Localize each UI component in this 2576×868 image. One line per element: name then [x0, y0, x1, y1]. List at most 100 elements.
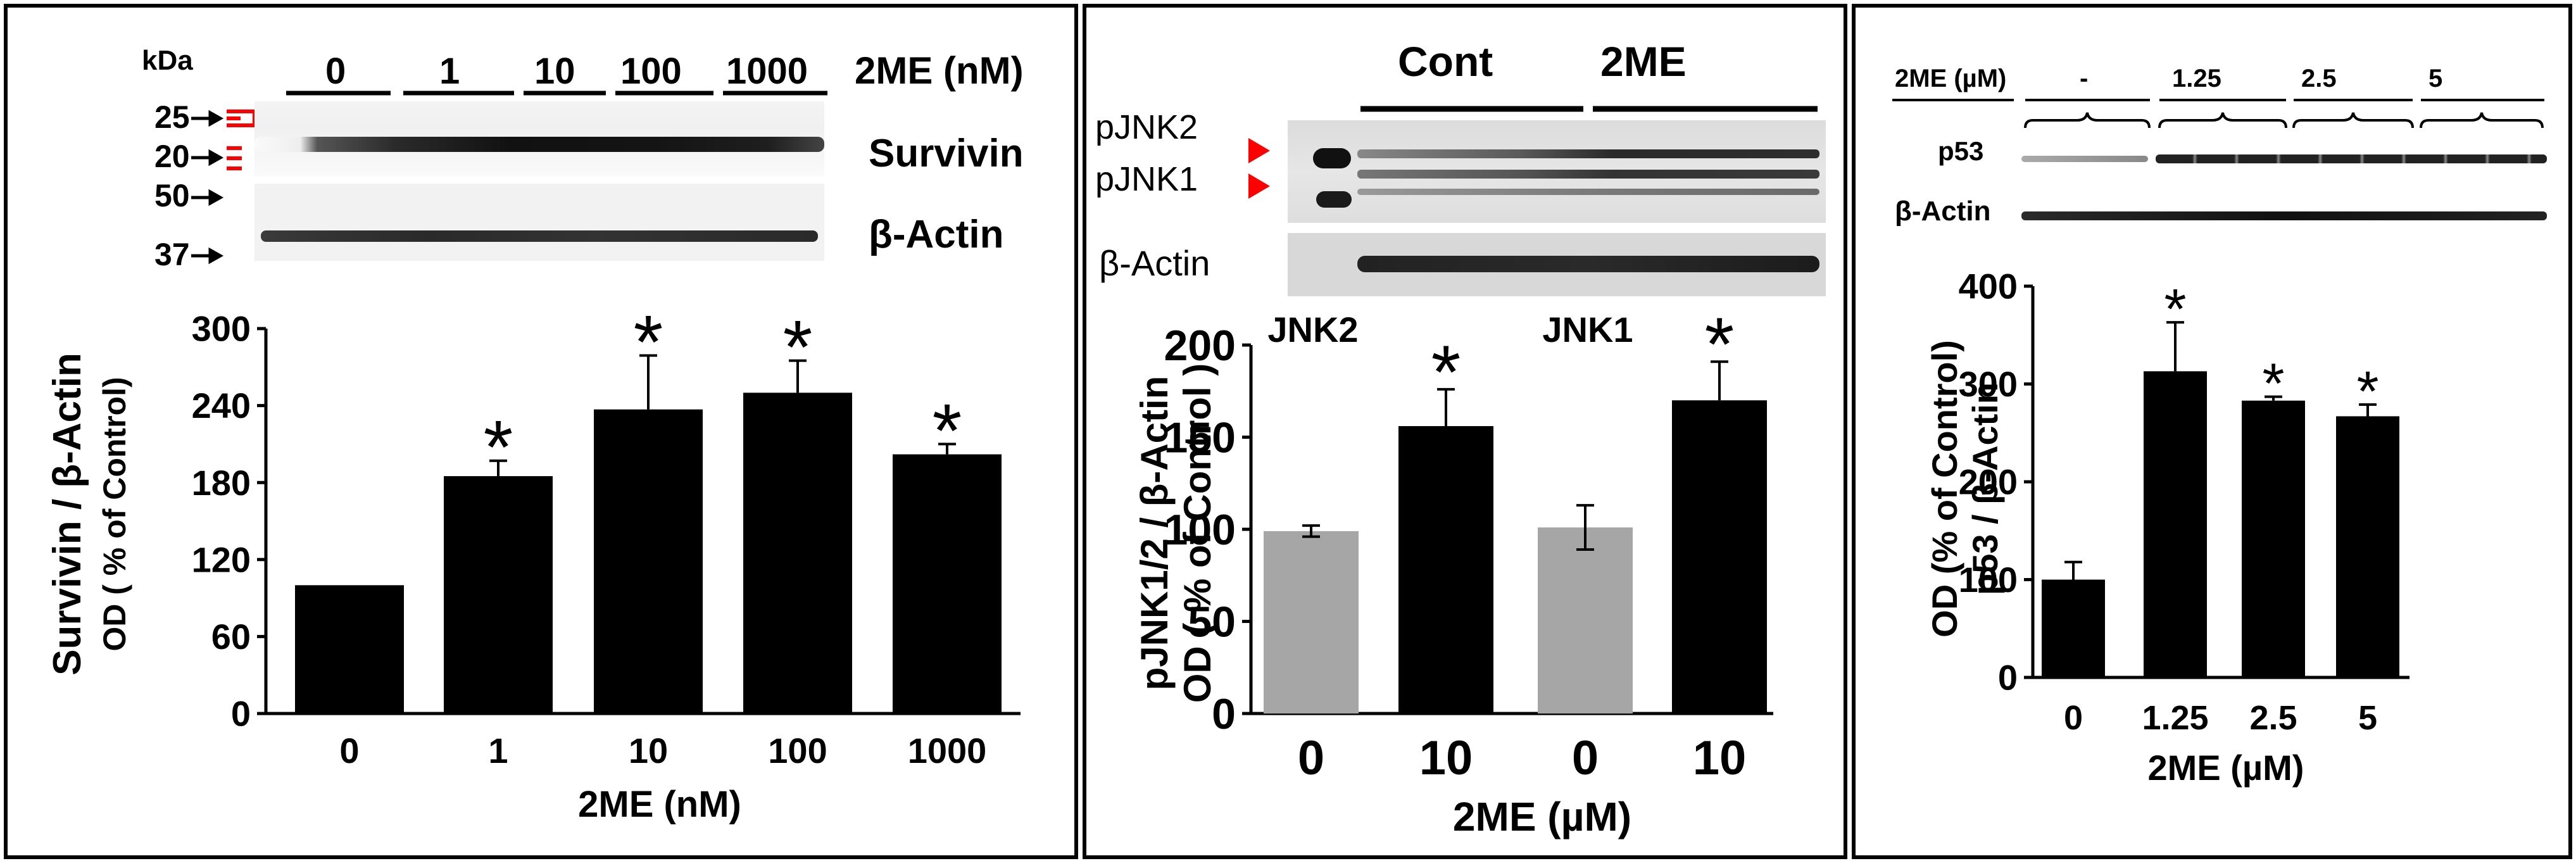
y-axis-label: OD ( % of Control ): [1176, 363, 1219, 703]
bar: [2042, 579, 2105, 677]
y-tick-label: 0: [1212, 690, 1236, 738]
y-axis-label: OD ( % of Control): [97, 377, 132, 651]
dose-label-c-3: 5: [2428, 65, 2443, 92]
survivin-blot: [254, 101, 824, 176]
bar: [1398, 426, 1493, 714]
y-tick-label: 60: [211, 617, 251, 657]
significance-marker: *: [2262, 353, 2284, 416]
bar: [893, 454, 1002, 714]
bar: [2144, 371, 2207, 677]
y-tick-label: 300: [192, 309, 251, 349]
significance-marker: *: [634, 300, 663, 385]
y-tick-label: 200: [1164, 322, 1236, 370]
significance-marker: *: [2164, 278, 2186, 341]
x-tick-label: 0: [1298, 731, 1324, 785]
significance-marker: *: [484, 405, 513, 490]
p53-band-label: p53: [1938, 136, 1984, 166]
x-tick-label: 0: [2064, 699, 2083, 737]
dose-label-0: 0: [325, 51, 346, 92]
p53-lane-lines: [1892, 99, 2544, 129]
beta-actin-band-label-a: β-Actin: [869, 213, 1004, 256]
significance-marker: *: [2356, 360, 2378, 424]
y-tick-label: 300: [1959, 364, 2018, 404]
x-tick-label: 1: [488, 731, 508, 771]
y-axis-label: p53 / β-Actin: [1965, 382, 2005, 595]
dose-unit-label: 2ME (nM): [855, 49, 1024, 92]
panel-pjnk: Cont 2ME pJNK2 pJNK1 β-Actin 0 50 100 150 20…: [1083, 4, 1847, 859]
dose-label-1: 1: [439, 51, 460, 92]
marker-label-50: 50: [154, 178, 190, 213]
bar: [1672, 400, 1767, 714]
dose-label-100: 100: [620, 51, 682, 92]
pjnk-blot: [1288, 120, 1826, 223]
y-tick-label: 120: [192, 539, 251, 579]
beta-actin-blot-a: [254, 184, 824, 261]
kda-label: kDa: [142, 45, 193, 76]
dose-label-c-0: -: [2080, 65, 2089, 92]
x-tick-label: 1.25: [2142, 699, 2208, 737]
x-tick-label: 0: [1572, 731, 1599, 785]
panel-p53: 2ME (µM) - 1.25 2.5 5 p53 β-Actin 0 100 20…: [1852, 4, 2572, 859]
beta-actin-band-label-c: β-Actin: [1895, 196, 1991, 227]
x-axis-label: 2ME (nM): [578, 784, 741, 825]
y-tick-label: 150: [1164, 413, 1236, 462]
y-tick-label: 400: [1959, 267, 2018, 306]
bar: [295, 585, 404, 714]
dose-underlines: [286, 91, 827, 96]
dose-label-10: 10: [534, 51, 575, 92]
chart-survivin: 0 60 120 180 240 300 0 * 1 * 10 * 100 * 1000 2ME (nM) Su…: [46, 300, 1021, 825]
significance-marker: *: [783, 305, 813, 390]
x-tick-label: 10: [629, 731, 668, 771]
y-tick-label: 100: [1164, 506, 1236, 554]
chart-p53: 0 100 200 300 400 0 * 1.25 * 2.5 * 5 2ME (µM) OD (% o…: [1925, 267, 2410, 788]
marker-arrows: [191, 110, 256, 265]
cont-header: Cont: [1398, 38, 1493, 85]
x-tick-label: 2.5: [2249, 699, 2297, 737]
y-tick-label: 100: [1959, 560, 2018, 600]
group-label-jnk1: JNK1: [1542, 310, 1633, 349]
y-tick-label: 0: [231, 694, 251, 734]
dose-title-c: 2ME (µM): [1895, 65, 2007, 92]
y-axis-label: Survivin / β-Actin: [46, 353, 89, 676]
y-tick-label: 50: [1188, 598, 1236, 646]
bar: [2336, 416, 2399, 677]
survivin-band-label: Survivin: [869, 132, 1024, 175]
panel-survivin: kDa 25 20 50 37 0 1 10 100 1000 2ME (n: [4, 4, 1078, 859]
y-tick-label: 0: [1998, 658, 2018, 698]
bar: [1538, 527, 1633, 714]
dose-label-c-1: 1.25: [2172, 65, 2221, 92]
bar: [594, 409, 703, 714]
significance-marker: *: [1431, 330, 1461, 415]
bar: [743, 393, 852, 714]
y-axis-label: pJNK1/2 / β-Actin: [1133, 376, 1176, 691]
x-axis-label: 2ME (µM): [2148, 748, 2304, 788]
red-arrows: [1248, 138, 1270, 199]
y-tick-label: 240: [192, 386, 251, 425]
dose-label-c-2: 2.5: [2301, 65, 2337, 92]
x-tick-label: 100: [768, 731, 827, 771]
significance-marker: *: [933, 388, 962, 473]
x-tick-label: 1000: [908, 731, 987, 771]
x-tick-label: 10: [1419, 731, 1473, 785]
beta-actin-blot-c: [2021, 208, 2547, 224]
y-axis-label: OD (% of Control): [1925, 340, 1964, 638]
x-tick-label: 0: [339, 731, 359, 771]
x-axis-label: 2ME (µM): [1453, 794, 1631, 840]
x-tick-label: 10: [1693, 731, 1747, 785]
y-tick-label: 180: [192, 463, 251, 503]
p53-blot: [2021, 152, 2547, 167]
y-tick-label: 200: [1959, 462, 2018, 502]
bar: [444, 476, 553, 714]
pjnk2-label: pJNK2: [1095, 108, 1198, 146]
marker-label-20: 20: [154, 139, 190, 174]
bar: [1264, 531, 1359, 714]
pjnk1-label: pJNK1: [1095, 160, 1198, 198]
x-tick-label: 5: [2358, 699, 2377, 737]
group-label-jnk2: JNK2: [1267, 310, 1358, 349]
2me-header: 2ME: [1600, 38, 1687, 85]
bar: [2242, 400, 2305, 677]
marker-label-25: 25: [154, 99, 190, 135]
significance-marker: *: [1705, 302, 1735, 387]
header-underlines: [1360, 106, 1818, 112]
